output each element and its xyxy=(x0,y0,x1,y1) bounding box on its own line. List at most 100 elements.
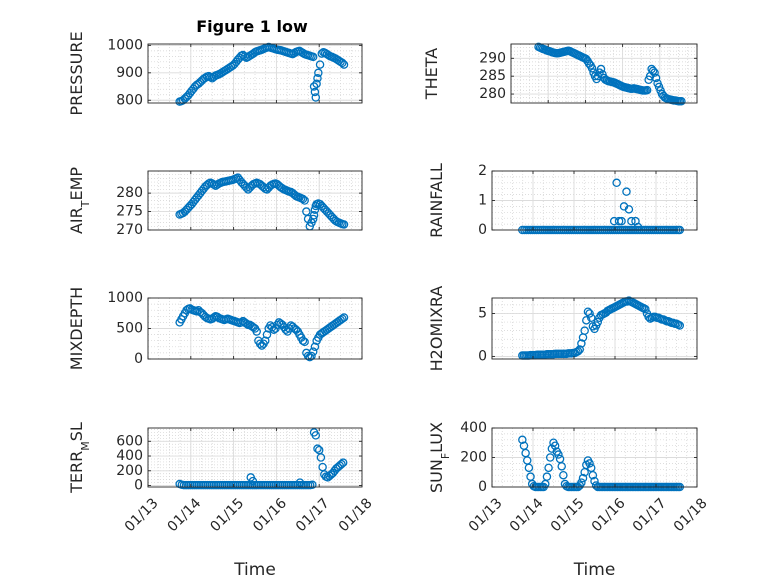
y-tick-label: 1000 xyxy=(107,37,143,53)
data-point xyxy=(633,222,643,232)
data-point xyxy=(339,220,349,229)
axes-frame xyxy=(147,43,363,104)
y-tick-label: 0 xyxy=(134,351,143,367)
y-axis-label-subscript: T xyxy=(79,200,92,208)
y-tick-label: 400 xyxy=(460,420,487,436)
data-point xyxy=(557,462,566,471)
y-axis-label-part: EMP xyxy=(67,167,86,201)
axes-frame xyxy=(510,43,698,104)
data-point xyxy=(338,58,347,68)
data-point xyxy=(587,64,597,73)
data-point xyxy=(261,336,270,345)
axes-frame xyxy=(147,170,363,231)
data-points-mixdepth xyxy=(175,304,349,362)
y-tick-label: 400 xyxy=(116,448,143,464)
x-axis-label: Time xyxy=(233,560,276,580)
data-point xyxy=(586,313,596,323)
data-point xyxy=(192,307,202,316)
data-point xyxy=(648,66,658,76)
data-point xyxy=(308,480,317,490)
data-point xyxy=(622,187,631,196)
y-tick-label: 280 xyxy=(116,185,143,201)
data-point xyxy=(544,463,553,473)
data-point xyxy=(675,321,685,330)
data-point xyxy=(309,210,319,220)
data-point xyxy=(311,431,321,440)
y-tick-label: 1000 xyxy=(107,290,143,306)
y-tick-label: 290 xyxy=(479,50,506,66)
data-point xyxy=(575,345,584,354)
data-point xyxy=(311,93,321,102)
y-tick-label: 200 xyxy=(460,450,487,466)
data-point xyxy=(315,60,325,69)
data-point xyxy=(677,96,686,106)
y-axis-label: RAINFALL xyxy=(427,163,446,238)
data-point xyxy=(524,463,534,473)
data-point xyxy=(550,441,560,450)
data-point xyxy=(641,304,650,314)
data-points-pressure xyxy=(175,42,349,106)
data-point xyxy=(339,60,349,69)
y-tick-label: 2 xyxy=(478,163,487,179)
subplot-air_temp: 270 275 280 AIRTEMP xyxy=(67,167,363,238)
y-axis-label: TERRMSL xyxy=(67,422,92,494)
y-axis-label-subscript: M xyxy=(79,441,92,451)
y-axis-label: H2OMIXRA xyxy=(427,286,446,372)
data-point xyxy=(308,214,318,224)
data-point xyxy=(298,194,308,204)
axes-frame xyxy=(491,297,698,360)
data-point xyxy=(596,64,606,74)
y-axis-label-part: SL xyxy=(67,422,86,441)
data-point xyxy=(650,68,659,77)
y-axis-label: MIXDEPTH xyxy=(67,287,86,370)
data-point xyxy=(624,205,634,214)
data-points-theta xyxy=(534,42,686,106)
data-point xyxy=(248,476,258,486)
data-point xyxy=(308,52,318,62)
y-tick-label: 0 xyxy=(478,348,487,364)
y-axis-label-part: SUN xyxy=(427,459,446,493)
y-tick-label: 1 xyxy=(478,193,487,209)
y-tick-label: 800 xyxy=(116,92,143,108)
y-axis-label: SUNFLUX xyxy=(427,422,452,493)
data-point xyxy=(339,313,349,322)
y-tick-label: 900 xyxy=(116,65,143,81)
data-point xyxy=(585,309,594,318)
data-point xyxy=(307,351,316,361)
y-axis-label: PRESSURE xyxy=(67,31,86,115)
data-point xyxy=(588,470,598,480)
data-point xyxy=(582,316,591,325)
data-point xyxy=(310,342,320,352)
data-point xyxy=(252,327,261,336)
y-tick-label: 285 xyxy=(479,68,506,84)
y-tick-label: 5 xyxy=(478,305,487,321)
data-point xyxy=(313,444,322,453)
data-points-terr_msl xyxy=(175,428,348,490)
y-tick-label: 500 xyxy=(116,321,143,337)
y-tick-label: 200 xyxy=(116,463,143,479)
y-axis-label-subscript: F xyxy=(439,453,452,459)
data-point xyxy=(308,347,318,356)
data-point xyxy=(300,337,309,347)
y-tick-label: 275 xyxy=(116,204,143,220)
subplot-rainfall: 0 1 2 RAINFALL xyxy=(427,163,698,238)
data-point xyxy=(316,453,326,462)
data-point xyxy=(242,183,251,192)
y-tick-label: 280 xyxy=(479,86,506,102)
data-point xyxy=(612,178,621,188)
subplot-h2omixra: 0 5 H2OMIXRA xyxy=(427,286,698,372)
y-axis-label: AIRTEMP xyxy=(67,167,92,234)
data-point xyxy=(617,216,626,226)
subplot-theta: 280 285 290 THETA xyxy=(422,42,698,106)
data-point xyxy=(314,68,323,78)
data-point xyxy=(309,82,319,91)
y-tick-label: 270 xyxy=(116,222,143,238)
data-point xyxy=(338,458,348,467)
data-point xyxy=(338,314,347,323)
data-point xyxy=(518,435,527,445)
axes-frame xyxy=(147,427,363,488)
data-point xyxy=(310,205,320,214)
data-point xyxy=(585,459,594,468)
